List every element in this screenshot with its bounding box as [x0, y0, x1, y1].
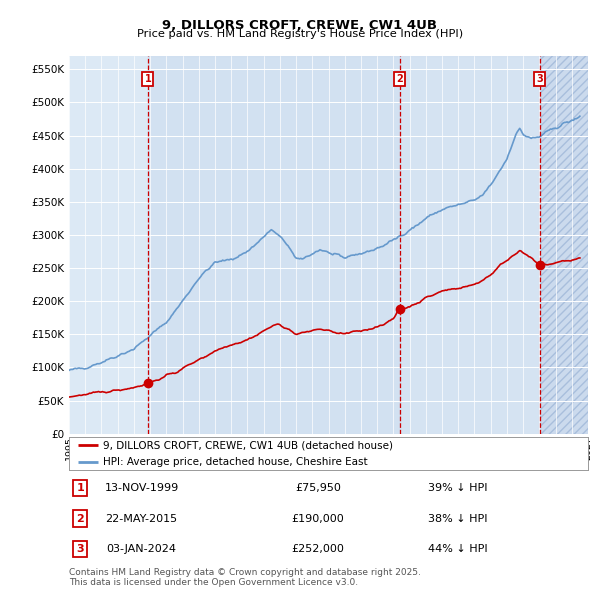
- Text: 2: 2: [397, 74, 403, 84]
- Bar: [148, 56, 400, 434]
- Text: 38% ↓ HPI: 38% ↓ HPI: [428, 514, 488, 523]
- Text: 22-MAY-2015: 22-MAY-2015: [106, 514, 178, 523]
- Bar: [400, 56, 539, 434]
- Text: 1: 1: [145, 74, 151, 84]
- Text: Price paid vs. HM Land Registry's House Price Index (HPI): Price paid vs. HM Land Registry's House …: [137, 29, 463, 39]
- Text: 44% ↓ HPI: 44% ↓ HPI: [428, 545, 488, 554]
- Text: 9, DILLORS CROFT, CREWE, CW1 4UB (detached house): 9, DILLORS CROFT, CREWE, CW1 4UB (detach…: [103, 440, 393, 450]
- Text: HPI: Average price, detached house, Cheshire East: HPI: Average price, detached house, Ches…: [103, 457, 367, 467]
- Text: £252,000: £252,000: [292, 545, 344, 554]
- Bar: [539, 56, 588, 434]
- Text: Contains HM Land Registry data © Crown copyright and database right 2025.
This d: Contains HM Land Registry data © Crown c…: [69, 568, 421, 587]
- Bar: [539, 56, 588, 434]
- Text: 03-JAN-2024: 03-JAN-2024: [107, 545, 176, 554]
- Text: £75,950: £75,950: [295, 483, 341, 493]
- Text: 2: 2: [77, 514, 84, 523]
- Text: £190,000: £190,000: [292, 514, 344, 523]
- Text: 1: 1: [77, 483, 84, 493]
- Text: 39% ↓ HPI: 39% ↓ HPI: [428, 483, 488, 493]
- Text: 3: 3: [77, 545, 84, 554]
- Text: 9, DILLORS CROFT, CREWE, CW1 4UB: 9, DILLORS CROFT, CREWE, CW1 4UB: [163, 19, 437, 32]
- Text: 13-NOV-1999: 13-NOV-1999: [104, 483, 179, 493]
- Text: 3: 3: [536, 74, 543, 84]
